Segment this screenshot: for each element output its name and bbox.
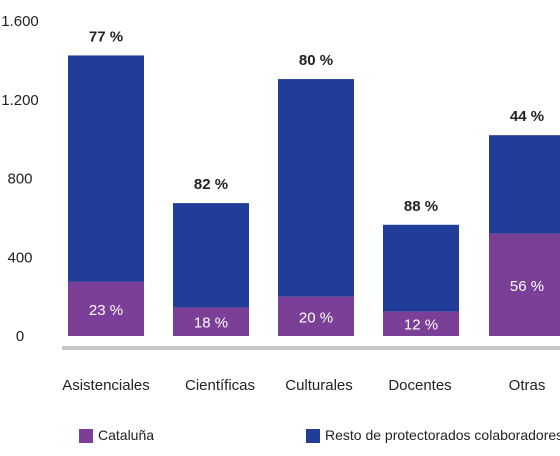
y-tick-label: 1.600 [1, 13, 39, 30]
y-tick-label: 800 [7, 171, 32, 188]
bar-segment-cataluna [173, 307, 249, 336]
data-label-resto: 82 % [194, 176, 228, 193]
data-label-cataluna: 12 % [404, 317, 438, 334]
data-label-resto: 77 % [89, 28, 123, 45]
data-label-resto: 88 % [404, 198, 438, 215]
bar-segment-resto [489, 135, 560, 234]
data-label-cataluna: 20 % [299, 309, 333, 326]
bar-segment-cataluna [383, 311, 459, 336]
x-tick-label: Asistenciales [62, 377, 150, 394]
x-tick-label: Culturales [285, 377, 353, 394]
data-label-resto: 80 % [299, 52, 333, 69]
y-tick-label: 1.200 [1, 92, 39, 109]
x-axis: Asistenciales Científicas Culturales Docent… [62, 377, 545, 394]
legend: Cataluña Resto de protectorados colaborad… [79, 427, 560, 443]
bar-segment-cataluna [278, 296, 354, 336]
y-axis: 0 400 800 1.200 1.600 [1, 13, 39, 345]
legend-swatch-resto [306, 429, 320, 443]
x-tick-label: Docentes [388, 377, 451, 394]
x-tick-label: Científicas [185, 377, 255, 394]
data-label-resto: 44 % [510, 108, 544, 125]
legend-swatch-cataluna [79, 429, 93, 443]
bars-group: 23 % 77 % 18 % 82 % 20 % 80 % 12 % 88 % 56 % 44 % [68, 28, 560, 336]
data-label-cataluna: 56 % [510, 278, 544, 295]
data-label-cataluna: 18 % [194, 315, 228, 332]
legend-label-resto: Resto de protectorados colaboradores [325, 427, 560, 443]
data-label-cataluna: 23 % [89, 302, 123, 319]
y-tick-label: 400 [7, 249, 32, 266]
bar-segment-resto [383, 224, 459, 312]
x-tick-label: Otras [509, 377, 546, 394]
baseline-group [62, 346, 560, 350]
bar-segment-cataluna [489, 233, 560, 336]
x-axis-baseline [62, 346, 560, 350]
bar-segment-resto [278, 79, 354, 297]
bar-segment-cataluna [68, 281, 144, 336]
bar-segment-resto [68, 55, 144, 282]
bar-segment-resto [173, 203, 249, 308]
legend-label-cataluna: Cataluña [98, 427, 154, 443]
y-tick-label: 0 [16, 328, 24, 345]
